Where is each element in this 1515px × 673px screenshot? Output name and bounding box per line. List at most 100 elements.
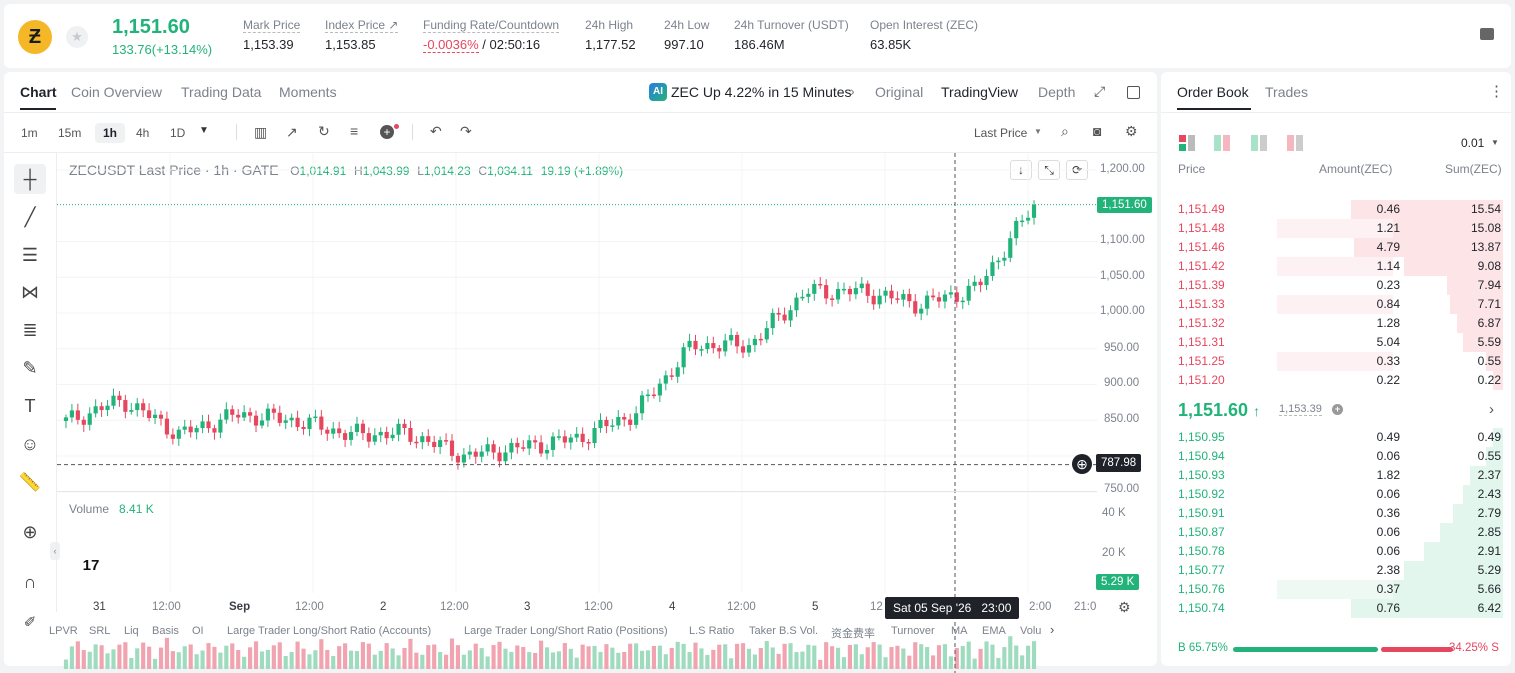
caret-down-icon[interactable]: ▼ bbox=[1491, 138, 1499, 147]
indicator-item[interactable]: Turnover bbox=[891, 625, 935, 637]
mid-mark-price[interactable]: 1,153.39 bbox=[1279, 403, 1322, 416]
view-depth[interactable]: Depth bbox=[1038, 84, 1076, 100]
crosshair-tool-icon[interactable]: ┼ bbox=[14, 164, 46, 194]
ask-row[interactable]: 1,151.31 5.04 5.59 bbox=[1173, 333, 1503, 352]
funding-rate-label[interactable]: Funding Rate/Countdown bbox=[423, 18, 560, 33]
indicator-item[interactable]: LPVR bbox=[49, 625, 78, 637]
tf-4h[interactable]: 4h bbox=[136, 126, 150, 140]
collapse-toolbar-icon[interactable]: ‹ bbox=[50, 542, 60, 560]
candle-type-icon[interactable]: ▥ bbox=[254, 124, 268, 140]
tradingview-logo[interactable]: 17 bbox=[76, 554, 106, 578]
indicator-item[interactable]: Large Trader Long/Short Ratio (Positions… bbox=[464, 625, 668, 637]
indicator-item[interactable]: Large Trader Long/Short Ratio (Accounts) bbox=[227, 625, 432, 637]
ask-row[interactable]: 1,151.32 1.28 6.87 bbox=[1173, 314, 1503, 333]
search-icon[interactable]: ⌕ bbox=[1061, 123, 1069, 139]
indicators-icon[interactable]: ↗ bbox=[286, 124, 298, 140]
bid-row[interactable]: 1,150.78 0.06 2.91 bbox=[1173, 542, 1503, 561]
bid-row[interactable]: 1,150.92 0.06 2.43 bbox=[1173, 485, 1503, 504]
index-price-label[interactable]: Index Price ↗ bbox=[325, 18, 399, 33]
tf-1d[interactable]: 1D bbox=[170, 126, 186, 140]
trendline-tool-icon[interactable]: ╱ bbox=[24, 206, 36, 227]
ask-row[interactable]: 1,151.46 4.79 13.87 bbox=[1173, 238, 1503, 257]
indicator-item[interactable]: SRL bbox=[89, 625, 111, 637]
tf-15m[interactable]: 15m bbox=[58, 126, 82, 140]
bid-row[interactable]: 1,150.87 0.06 2.85 bbox=[1173, 523, 1503, 542]
tab-moments[interactable]: Moments bbox=[279, 84, 337, 100]
indicator-item[interactable]: Volu bbox=[1020, 625, 1042, 637]
redo-icon[interactable]: ↷ bbox=[460, 123, 472, 139]
indicator-item[interactable]: Basis bbox=[152, 625, 179, 637]
ask-row[interactable]: 1,151.39 0.23 7.94 bbox=[1173, 276, 1503, 295]
indicator-item[interactable]: EMA bbox=[982, 625, 1006, 637]
bid-row[interactable]: 1,150.77 2.38 5.29 bbox=[1173, 561, 1503, 580]
indicator-item[interactable]: Taker B.S Vol. bbox=[749, 625, 819, 637]
undo-icon[interactable]: ↶ bbox=[430, 123, 442, 139]
pattern-tool-icon[interactable]: ⋈ bbox=[21, 281, 39, 302]
bid-row[interactable]: 1,150.93 1.82 2.37 bbox=[1173, 466, 1503, 485]
candlestick-chart[interactable] bbox=[57, 153, 1097, 673]
chevron-right-icon[interactable]: › bbox=[850, 83, 855, 99]
axis-settings-icon[interactable]: ⚙ bbox=[1118, 599, 1131, 615]
view-original[interactable]: Original bbox=[875, 84, 924, 100]
pencil-lock-tool-icon[interactable]: ✐ bbox=[23, 614, 37, 631]
book-icon[interactable] bbox=[1480, 28, 1494, 40]
bid-row[interactable]: 1,150.74 0.76 6.42 bbox=[1173, 599, 1503, 618]
price-type-select[interactable]: Last Price bbox=[974, 126, 1028, 140]
indicator-item[interactable]: MA bbox=[951, 625, 968, 637]
funding-rate[interactable]: -0.0036% bbox=[423, 37, 479, 53]
layout-asks-icon[interactable] bbox=[1287, 135, 1303, 151]
bid-row[interactable]: 1,150.95 0.49 0.49 bbox=[1173, 428, 1503, 447]
brush-tool-icon[interactable]: ✎ bbox=[22, 357, 38, 378]
replay-icon[interactable]: ↻ bbox=[318, 123, 330, 139]
indicator-item[interactable]: Liq bbox=[124, 625, 139, 637]
ask-row[interactable]: 1,151.48 1.21 15.08 bbox=[1173, 219, 1503, 238]
expand-icon[interactable]: ⤢ bbox=[1094, 83, 1106, 99]
tab-trading-data[interactable]: Trading Data bbox=[181, 84, 262, 100]
bid-row[interactable]: 1,150.91 0.36 2.79 bbox=[1173, 504, 1503, 523]
indicator-item[interactable]: OI bbox=[192, 625, 204, 637]
window-icon[interactable] bbox=[1127, 86, 1140, 99]
indicator-item[interactable]: L.S Ratio bbox=[689, 625, 735, 637]
template-icon[interactable]: ≡ bbox=[350, 123, 359, 139]
tf-1h[interactable]: 1h bbox=[95, 123, 126, 143]
tab-trades[interactable]: Trades bbox=[1265, 84, 1309, 100]
chevron-right-icon[interactable]: › bbox=[1489, 401, 1494, 418]
view-tradingview[interactable]: TradingView bbox=[941, 84, 1019, 100]
ask-row[interactable]: 1,151.49 0.46 15.54 bbox=[1173, 200, 1503, 219]
tab-chart[interactable]: Chart bbox=[20, 84, 57, 100]
scroll-right-icon[interactable]: › bbox=[1050, 622, 1055, 637]
text-tool-icon[interactable]: T bbox=[24, 395, 36, 416]
ask-row[interactable]: 1,151.33 0.84 7.71 bbox=[1173, 295, 1503, 314]
layout-bids-icon[interactable] bbox=[1251, 135, 1267, 151]
depth-bar bbox=[1378, 580, 1503, 599]
tab-order-book[interactable]: Order Book bbox=[1177, 84, 1249, 100]
horizontal-lines-tool-icon[interactable]: ☰ bbox=[21, 244, 39, 265]
ask-row[interactable]: 1,151.25 0.33 0.55 bbox=[1173, 352, 1503, 371]
indicator-item[interactable]: 资金费率 bbox=[831, 628, 875, 640]
ask-row[interactable]: 1,151.42 1.14 9.08 bbox=[1173, 257, 1503, 276]
caret-down-icon[interactable]: ▼ bbox=[1034, 127, 1042, 136]
mark-price-label[interactable]: Mark Price bbox=[243, 18, 301, 33]
precision-select[interactable]: 0.01 bbox=[1461, 136, 1485, 150]
zoom-in-tool-icon[interactable]: ⊕ bbox=[22, 521, 38, 542]
bid-row[interactable]: 1,150.76 0.37 5.66 bbox=[1173, 580, 1503, 599]
bid-row[interactable]: 1,150.94 0.06 0.55 bbox=[1173, 447, 1503, 466]
layout-split-icon[interactable] bbox=[1214, 135, 1230, 151]
layout-both-icon[interactable] bbox=[1179, 135, 1195, 151]
favorite-star-icon[interactable]: ★ bbox=[66, 26, 88, 48]
add-alert-icon[interactable]: ⊕ bbox=[1072, 454, 1092, 474]
camera-icon[interactable]: ◙ bbox=[1093, 123, 1102, 139]
ask-row[interactable]: 1,151.20 0.22 0.22 bbox=[1173, 371, 1503, 390]
news-ticker[interactable]: ZEC Up 4.22% in 15 Minutes bbox=[671, 84, 852, 100]
chevron-down-icon[interactable]: ▼ bbox=[199, 125, 209, 136]
tf-1m[interactable]: 1m bbox=[21, 126, 38, 140]
fib-tool-icon[interactable]: ≣ bbox=[22, 319, 38, 340]
pane-divider[interactable] bbox=[57, 491, 1097, 492]
more-options-icon[interactable]: ⋮ bbox=[1489, 83, 1504, 100]
settings-icon[interactable]: ⚙ bbox=[1125, 123, 1138, 139]
emoji-tool-icon[interactable]: ☺ bbox=[20, 433, 40, 454]
add-indicator-icon[interactable]: + bbox=[380, 125, 394, 139]
tab-coin-overview[interactable]: Coin Overview bbox=[71, 84, 163, 100]
magnet-tool-icon[interactable]: ∩ bbox=[23, 571, 37, 592]
ruler-tool-icon[interactable]: 📏 bbox=[18, 471, 42, 492]
